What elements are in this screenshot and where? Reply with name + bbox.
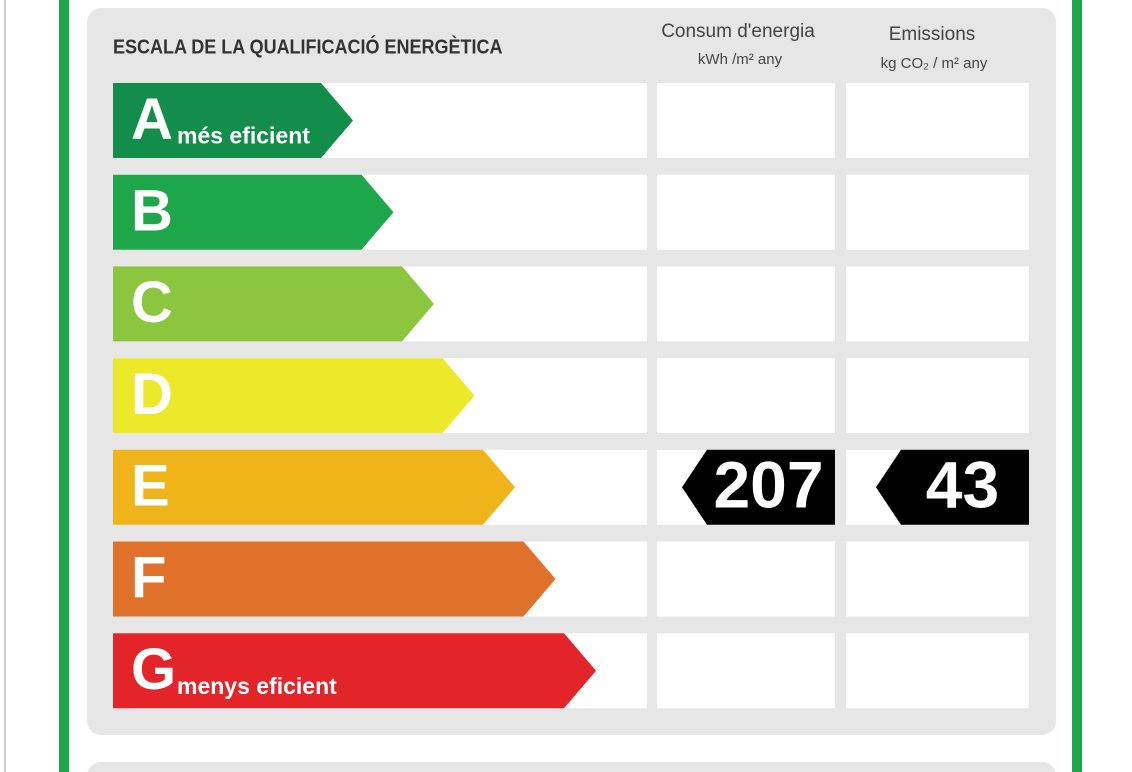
- rating-arrow: [113, 449, 515, 525]
- cell: [657, 541, 835, 617]
- rating-arrow: [113, 541, 556, 617]
- rating-label: menys eficient: [177, 673, 337, 699]
- rating-letter: F: [131, 545, 166, 610]
- rating-arrow: [113, 358, 475, 434]
- cell: [657, 174, 835, 250]
- cell: [657, 633, 835, 709]
- value-badge: [876, 449, 1029, 525]
- cell: [846, 83, 1029, 158]
- cell: [846, 174, 1029, 250]
- cell: [657, 266, 835, 342]
- green-border: [59, 0, 69, 772]
- rating-letter: B: [131, 179, 173, 244]
- rating-letter: D: [131, 362, 173, 427]
- panel: [87, 762, 1056, 772]
- green-border: [1072, 0, 1082, 772]
- value-badge: [682, 449, 835, 525]
- cell: [846, 266, 1029, 342]
- cell: [846, 541, 1029, 617]
- cell: [657, 83, 835, 158]
- column-title: Consum d'energia: [661, 21, 815, 42]
- value: 207: [713, 448, 823, 522]
- rating-arrow: [113, 633, 596, 709]
- rating-arrow: [113, 266, 434, 342]
- value: 43: [926, 448, 999, 522]
- rating-letter: C: [131, 270, 173, 335]
- rating-arrow: [113, 83, 353, 158]
- rating-letter: A: [131, 87, 173, 152]
- title: ESCALA DE LA QUALIFICACIÓ ENERGÈTICA: [113, 35, 503, 58]
- column-unit: kg CO₂ / m² any: [881, 55, 988, 72]
- column-unit: kWh /m² any: [698, 51, 783, 68]
- rating-letter: G: [131, 637, 176, 702]
- rating-arrow: [113, 174, 394, 250]
- rating-label: més eficient: [177, 123, 310, 149]
- column-title: Emissions: [889, 24, 976, 45]
- rating-letter: E: [131, 454, 170, 519]
- cell: [657, 358, 835, 434]
- cell: [846, 633, 1029, 709]
- cell: [846, 358, 1029, 434]
